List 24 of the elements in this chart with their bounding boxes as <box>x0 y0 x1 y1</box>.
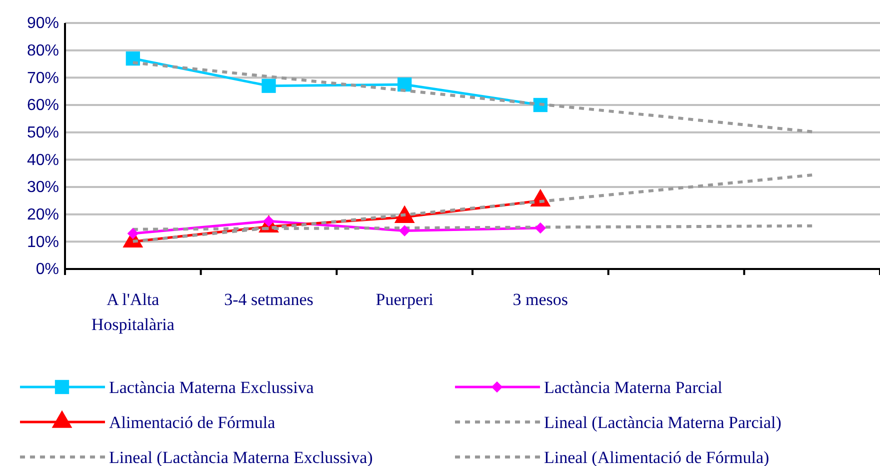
legend-label: Lineal (Lactància Materna Parcial) <box>544 413 782 432</box>
y-tick-label: 0% <box>36 261 59 278</box>
x-tick-label: Puerperi <box>376 290 434 309</box>
x-tick-label: 3 mesos <box>512 290 568 309</box>
legend-label: Alimentació de Fórmula <box>109 413 276 432</box>
y-tick-label: 40% <box>26 152 59 169</box>
point <box>126 51 140 66</box>
y-tick-label: 60% <box>26 97 59 114</box>
legend-label: Lactància Materna Parcial <box>544 378 723 397</box>
legend-label: Lactància Materna Exclussiva <box>109 378 314 397</box>
y-tick-label: 20% <box>26 206 59 224</box>
x-tick-label: A l'Alta Hospitalària <box>91 290 175 334</box>
point <box>398 77 412 92</box>
x-tick-label: 3-4 setmanes <box>224 290 314 309</box>
point <box>534 222 546 234</box>
y-tick-label: 50% <box>26 124 59 142</box>
y-tick-label: 80% <box>26 42 59 60</box>
point <box>262 78 276 93</box>
y-tick-label: 30% <box>26 179 59 196</box>
y-tick-label: 70% <box>26 70 59 87</box>
y-tick-label: 90% <box>26 15 59 32</box>
point <box>398 225 410 236</box>
point <box>127 228 139 240</box>
y-tick-label: 10% <box>26 234 59 251</box>
